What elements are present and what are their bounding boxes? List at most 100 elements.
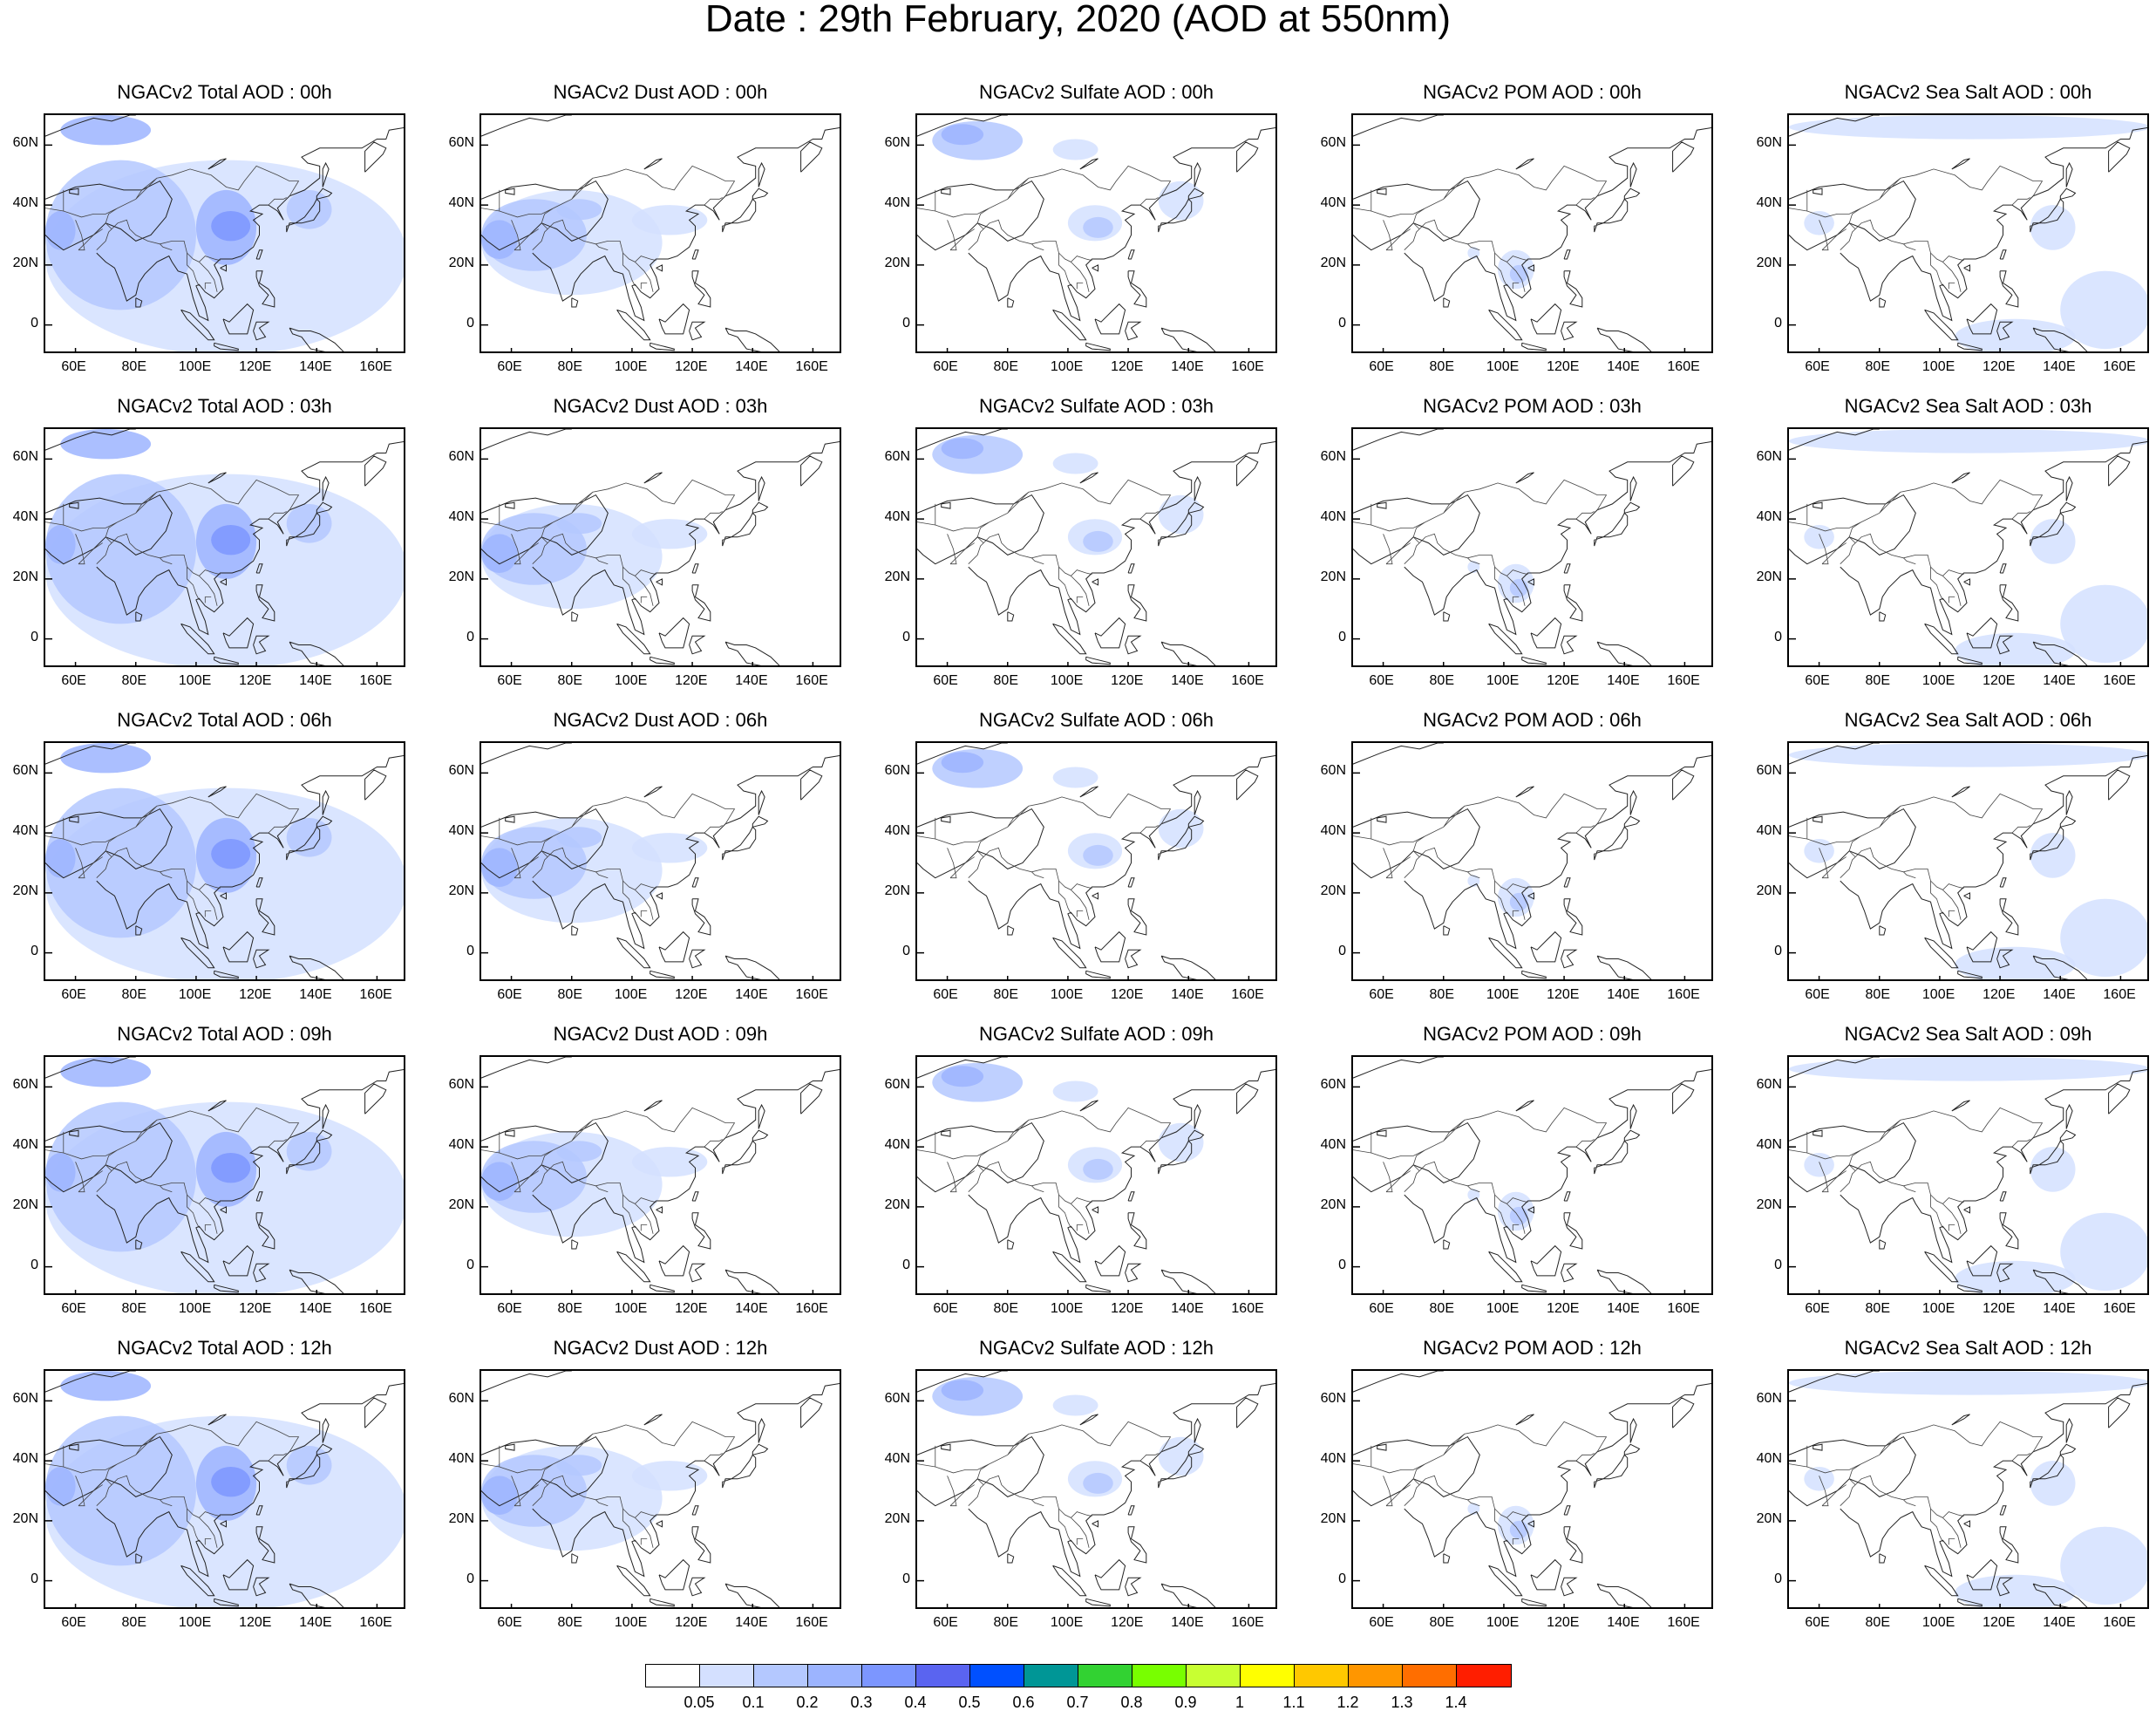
lat-tick-label: 60N xyxy=(12,449,38,465)
lon-tick-label: 160E xyxy=(1667,1301,1700,1316)
coastline xyxy=(917,1371,1275,1607)
map-plot-area xyxy=(915,427,1277,667)
aod-plume xyxy=(60,1371,152,1401)
country-borders xyxy=(1353,1421,1608,1548)
colorbar-label: 1 xyxy=(1234,1694,1244,1711)
country-borders xyxy=(481,793,736,920)
aod-plume xyxy=(481,1162,518,1201)
lat-tick-label: 0 xyxy=(31,1571,38,1586)
aod-plume xyxy=(211,525,251,556)
lat-tick-label: 20N xyxy=(1320,255,1346,270)
lat-tick-label: 40N xyxy=(1320,1137,1346,1153)
lon-tick-label: 140E xyxy=(299,1615,332,1630)
lon-tick-label: 80E xyxy=(993,359,1018,374)
coastline xyxy=(481,1371,840,1607)
lon-tick-label: 120E xyxy=(1547,673,1580,688)
lon-tick-label: 160E xyxy=(359,359,392,374)
lon-tick-label: 80E xyxy=(557,673,582,688)
colorbar-label: 0.5 xyxy=(958,1694,981,1711)
lon-tick-label: 140E xyxy=(1171,1301,1204,1316)
lat-tick-label: 20N xyxy=(884,255,910,270)
lat-tick-label: 0 xyxy=(466,315,474,331)
country-borders xyxy=(45,1107,300,1234)
lon-tick-label: 60E xyxy=(1369,1615,1394,1630)
lon-tick-label: 120E xyxy=(675,359,708,374)
aod-map xyxy=(45,1057,404,1293)
lon-tick-label: 120E xyxy=(1111,1301,1144,1316)
colorbar-swatch xyxy=(699,1664,755,1687)
lon-tick-label: 80E xyxy=(993,673,1018,688)
aod-map xyxy=(481,429,840,665)
lat-tick-label: 0 xyxy=(1338,943,1346,958)
coastline xyxy=(1789,743,2147,979)
lat-tick-label: 60N xyxy=(1320,763,1346,779)
panel-title: NGACv2 Dust AOD : 09h xyxy=(553,1023,768,1045)
lon-tick-label: 60E xyxy=(1805,673,1830,688)
colorbar-swatch xyxy=(1402,1664,1458,1687)
lon-tick-label: 80E xyxy=(121,359,146,374)
map-plot-area xyxy=(44,1055,405,1295)
aod-plume xyxy=(45,1153,76,1192)
map-plot-area xyxy=(1787,427,2149,667)
colorbar-swatch xyxy=(1456,1664,1512,1687)
coastline xyxy=(917,429,1275,665)
colorbar-label: 0.4 xyxy=(904,1694,927,1711)
lat-tick-label: 40N xyxy=(448,195,474,211)
panel-title: NGACv2 Sulfate AOD : 06h xyxy=(978,709,1214,731)
lat-tick-label: 0 xyxy=(466,1571,474,1586)
lon-tick-label: 120E xyxy=(239,673,272,688)
lon-tick-label: 100E xyxy=(1921,987,1955,1002)
lon-tick-label: 100E xyxy=(1921,1301,1955,1316)
aod-map xyxy=(45,1371,404,1607)
lat-tick-label: 20N xyxy=(884,569,910,584)
lon-tick-label: 120E xyxy=(1983,1615,2016,1630)
lon-tick-label: 60E xyxy=(933,1301,958,1316)
lon-tick-label: 160E xyxy=(1231,987,1264,1002)
lat-tick-label: 40N xyxy=(1756,1137,1782,1153)
colorbar-swatch xyxy=(1186,1664,1241,1687)
panel-title: NGACv2 Dust AOD : 03h xyxy=(553,395,768,417)
aod-map xyxy=(45,743,404,979)
panel-title: NGACv2 Sea Salt AOD : 03h xyxy=(1844,395,2092,417)
map-plot-area xyxy=(1787,113,2149,353)
country-borders xyxy=(1789,793,2044,920)
colorbar-label: 0.6 xyxy=(1012,1694,1035,1711)
panel-title: NGACv2 Total AOD : 12h xyxy=(117,1337,332,1359)
map-plot-area xyxy=(915,113,1277,353)
aod-plume xyxy=(941,752,984,774)
country-borders xyxy=(917,479,1172,606)
map-plot-area xyxy=(1351,741,1713,981)
panel-title: NGACv2 Sea Salt AOD : 09h xyxy=(1844,1023,2092,1045)
lat-tick-label: 20N xyxy=(884,883,910,898)
aod-plume xyxy=(1083,1472,1113,1494)
lon-tick-label: 140E xyxy=(1607,359,1640,374)
lon-tick-label: 80E xyxy=(557,359,582,374)
lat-tick-label: 60N xyxy=(1320,449,1346,465)
lon-tick-label: 60E xyxy=(61,987,86,1002)
lon-tick-label: 100E xyxy=(1050,673,1084,688)
aod-map xyxy=(1789,743,2147,979)
colorbar-swatch xyxy=(1348,1664,1404,1687)
lon-tick-label: 120E xyxy=(239,359,272,374)
lon-tick-label: 100E xyxy=(1921,359,1955,374)
aod-plume xyxy=(2030,205,2076,250)
lon-tick-label: 80E xyxy=(993,1301,1018,1316)
coastline xyxy=(45,1371,404,1607)
lat-tick-label: 20N xyxy=(448,255,474,270)
lon-tick-label: 100E xyxy=(178,1615,212,1630)
lat-tick-label: 20N xyxy=(1756,1510,1782,1526)
lon-tick-label: 140E xyxy=(2043,1615,2076,1630)
lon-tick-label: 140E xyxy=(735,987,768,1002)
lat-tick-label: 0 xyxy=(1338,1257,1346,1272)
lon-tick-label: 120E xyxy=(1983,359,2016,374)
lat-tick-label: 60N xyxy=(448,1391,474,1407)
country-borders xyxy=(1353,479,1608,606)
lon-tick-label: 140E xyxy=(299,1301,332,1316)
lon-tick-label: 120E xyxy=(239,987,272,1002)
panel-title: NGACv2 Total AOD : 09h xyxy=(117,1023,332,1045)
lon-tick-label: 120E xyxy=(1983,987,2016,1002)
lat-tick-label: 20N xyxy=(1756,255,1782,270)
lon-tick-label: 80E xyxy=(121,987,146,1002)
colorbar-label: 1.4 xyxy=(1445,1694,1467,1711)
